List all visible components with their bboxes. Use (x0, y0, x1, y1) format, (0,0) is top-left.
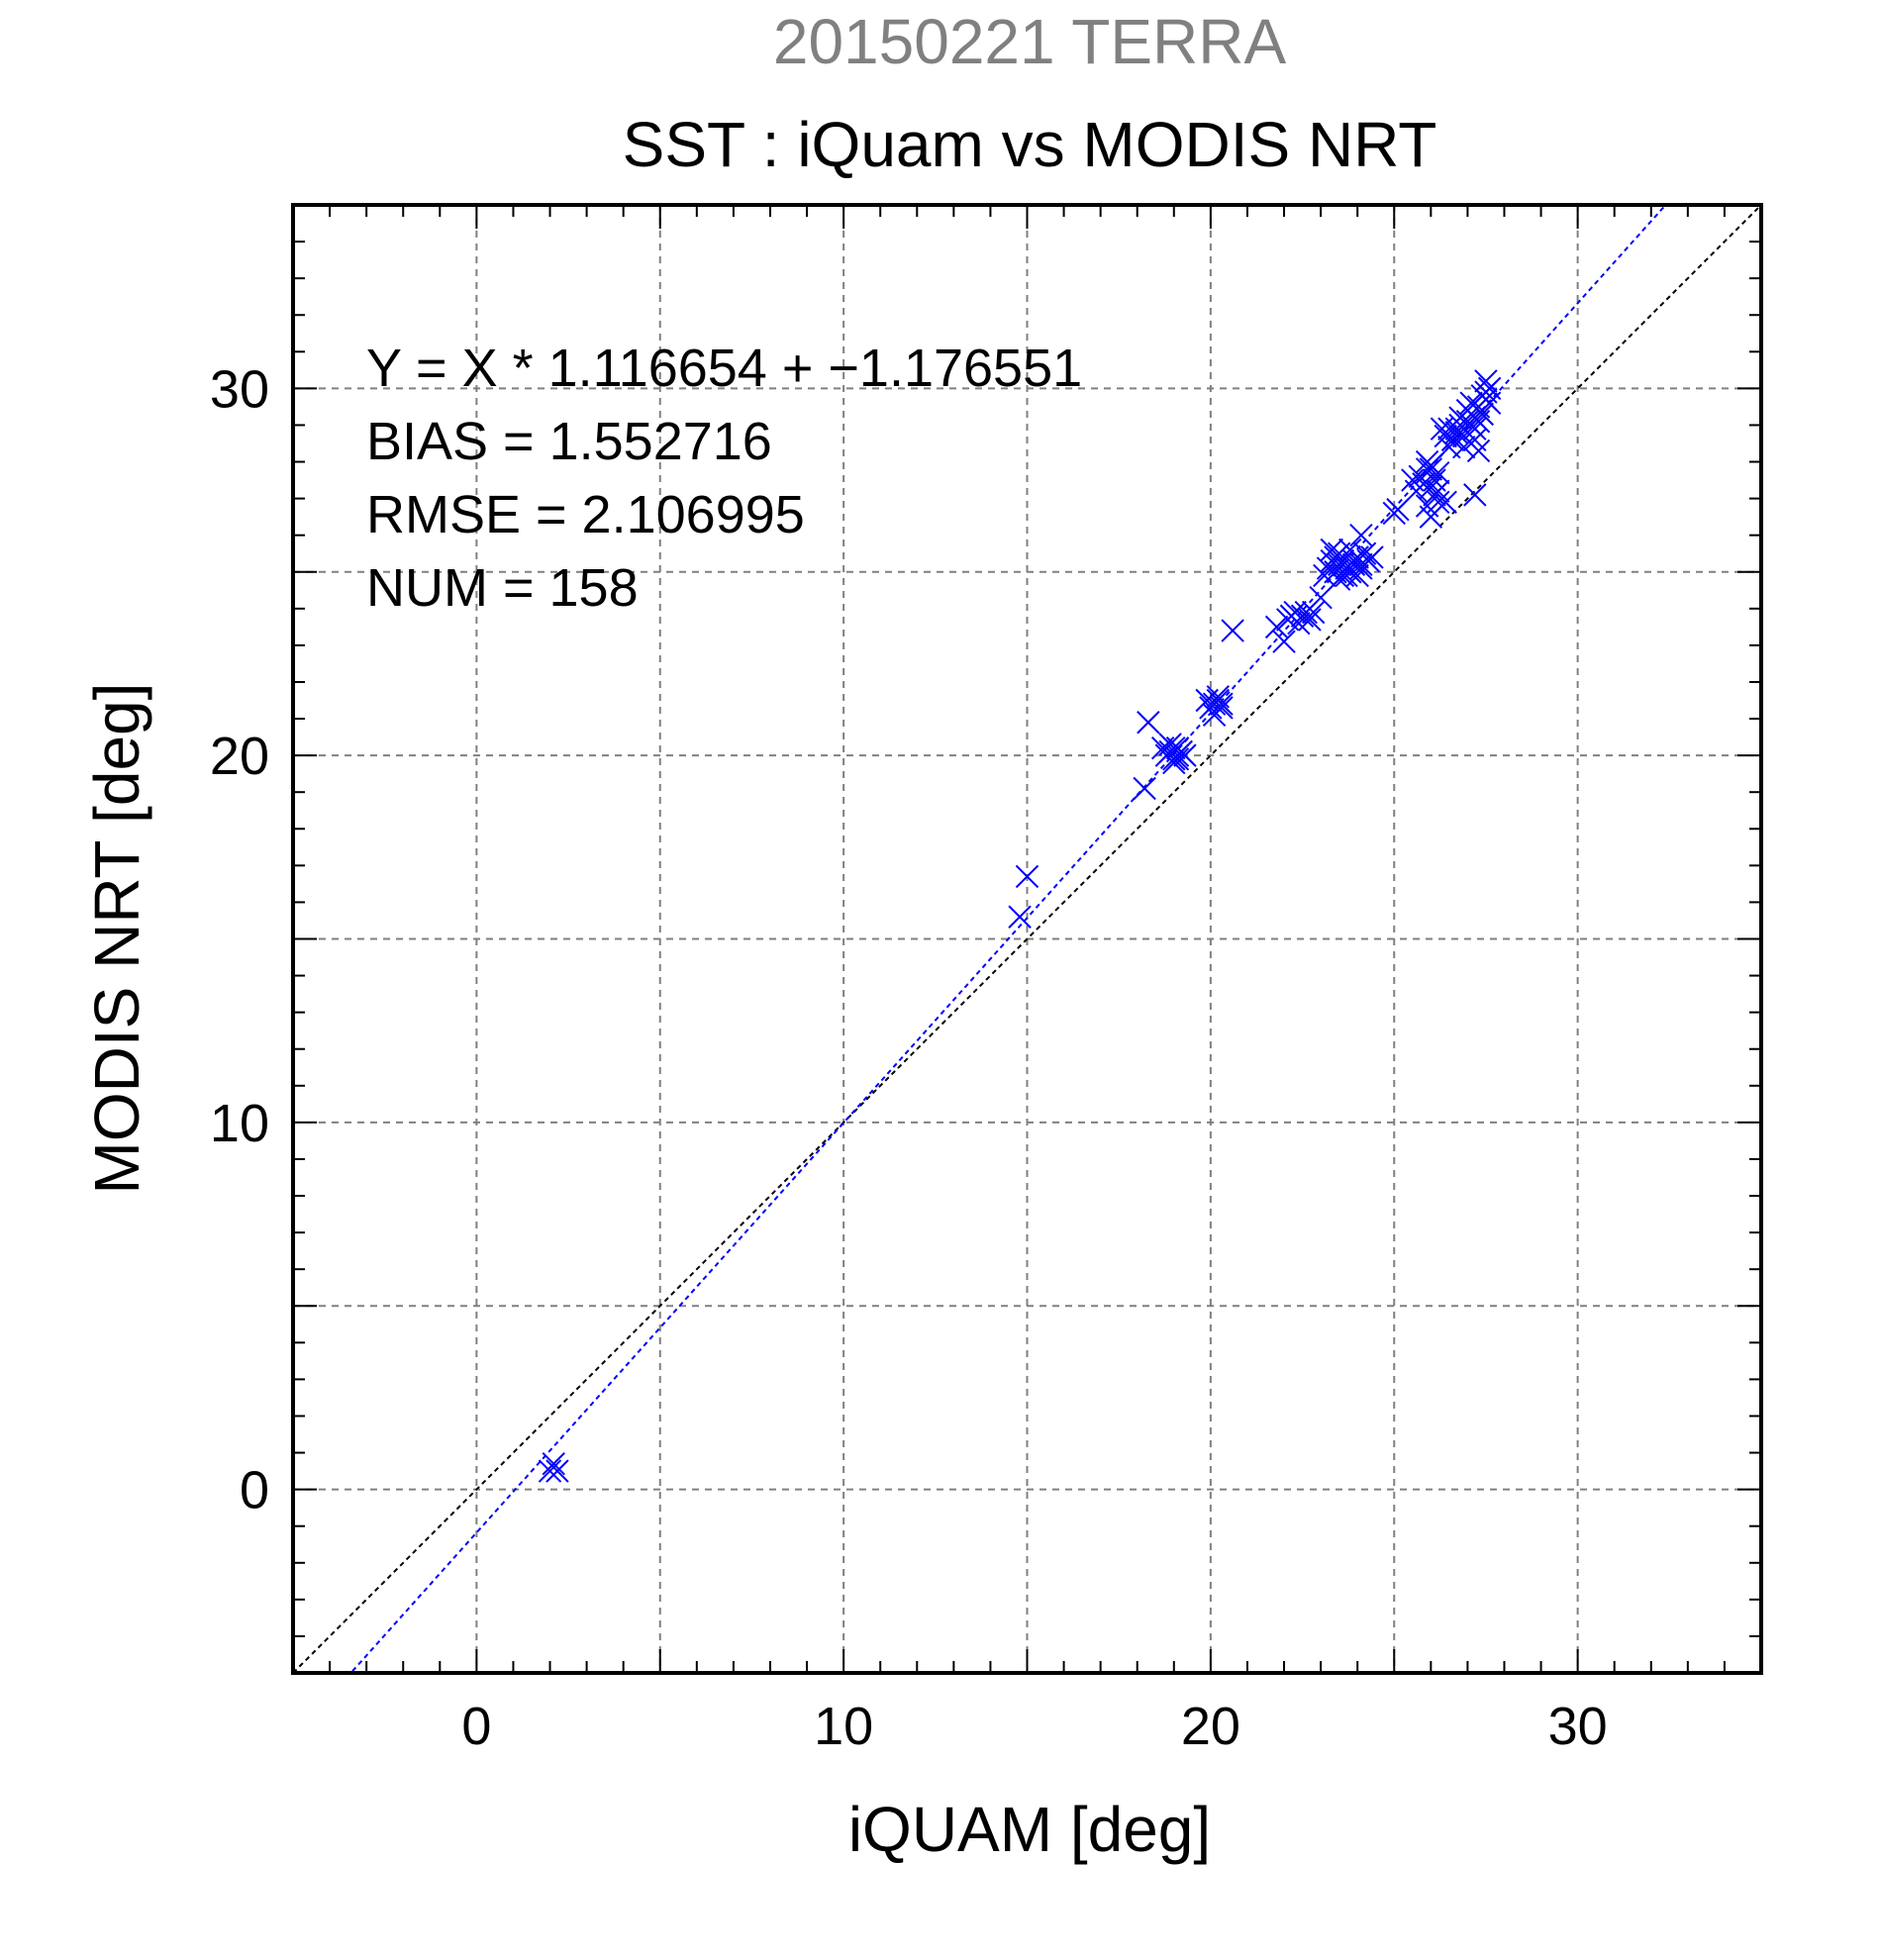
data-point (538, 1459, 562, 1483)
data-point (542, 1451, 565, 1476)
data-point (1352, 541, 1377, 565)
x-tick-label: 0 (461, 1697, 491, 1756)
y-tick-label: 30 (210, 359, 269, 419)
data-point (1221, 619, 1244, 642)
data-point (1210, 692, 1234, 716)
data-point (1335, 563, 1358, 588)
grid (293, 205, 1761, 1673)
data-point (1434, 490, 1457, 515)
y-tick-label: 10 (210, 1094, 269, 1153)
data-point (1202, 703, 1227, 728)
data-series (538, 369, 1502, 1483)
data-point (1272, 630, 1296, 653)
x-axis-label: iQUAM [deg] (848, 1794, 1211, 1865)
y-tick-label: 20 (210, 727, 269, 786)
data-point (1264, 615, 1289, 639)
regression-fit-line (349, 205, 1667, 1673)
data-point (1474, 369, 1498, 393)
data-point (1173, 743, 1197, 767)
x-tick-label: 20 (1181, 1697, 1240, 1756)
data-point (1477, 376, 1502, 401)
data-point (1162, 750, 1186, 775)
data-point (1301, 600, 1326, 625)
data-point (1137, 711, 1160, 735)
data-point (1466, 439, 1491, 463)
count-text: NUM = 158 (366, 558, 639, 618)
x-tick-label: 30 (1548, 1697, 1608, 1756)
plot-frame (291, 203, 1763, 1675)
y-tick-labels: 0 10 20 30 (210, 359, 269, 1519)
data-point (1470, 402, 1494, 427)
data-point (1298, 608, 1322, 632)
y-tick-label: 0 (240, 1461, 269, 1520)
data-point (1386, 498, 1410, 522)
chart-title: 20150221 TERRA (773, 6, 1287, 77)
data-point (1309, 585, 1333, 610)
data-point (1415, 449, 1439, 474)
data-point (1349, 523, 1373, 547)
rmse-text: RMSE = 2.106995 (366, 485, 805, 544)
data-point (1466, 410, 1491, 434)
bias-text: BIAS = 1.552716 (366, 412, 772, 471)
data-point (1451, 435, 1476, 459)
data-point (1463, 483, 1487, 507)
data-point (1419, 457, 1443, 481)
fit-equation-text: Y = X * 1.116654 + −1.176551 (366, 339, 1082, 398)
data-point (1008, 905, 1032, 929)
data-point (1415, 494, 1439, 518)
data-point (545, 1459, 569, 1483)
stats-annotation: Y = X * 1.116654 + −1.176551 BIAS = 1.55… (366, 339, 1082, 618)
data-point (1427, 479, 1450, 503)
x-tick-labels: 0 10 20 30 (461, 1697, 1607, 1756)
x-tick-label: 10 (814, 1697, 873, 1756)
data-point (1345, 563, 1369, 588)
y-axis-label: MODIS NRT [deg] (81, 683, 152, 1195)
data-point (1360, 545, 1384, 569)
data-point (1133, 776, 1156, 801)
data-point (1015, 864, 1040, 889)
chart-subtitle: SST : iQuam vs MODIS NRT (623, 109, 1437, 180)
identity-line (293, 205, 1761, 1673)
